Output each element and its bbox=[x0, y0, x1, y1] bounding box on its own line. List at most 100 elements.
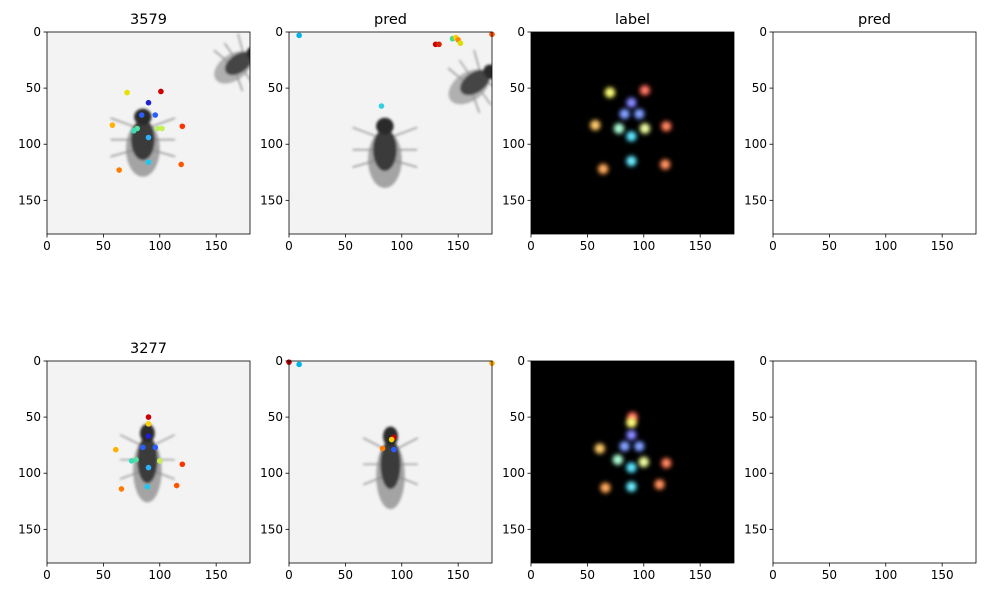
keypoint-marker bbox=[146, 100, 152, 106]
x-tick-label: 50 bbox=[338, 568, 353, 582]
y-tick-label: 150 bbox=[502, 522, 525, 536]
y-tick-label: 0 bbox=[33, 25, 41, 39]
y-tick-label: 100 bbox=[18, 137, 41, 151]
x-tick-label: 150 bbox=[689, 568, 712, 582]
keypoint-marker bbox=[152, 112, 158, 118]
fly-body bbox=[131, 119, 154, 160]
y-tick-label: 0 bbox=[275, 354, 283, 368]
y-tick-label: 0 bbox=[759, 25, 767, 39]
keypoint-marker bbox=[124, 90, 130, 96]
subplot-2: 0 50 100 150050100150pred bbox=[260, 12, 511, 253]
plot-background bbox=[773, 32, 976, 234]
keypoint-marker bbox=[180, 461, 186, 467]
keypoint-marker bbox=[458, 40, 464, 46]
fly-body bbox=[373, 129, 396, 171]
keypoint-marker bbox=[146, 414, 152, 420]
fly-body bbox=[137, 436, 157, 483]
keypoint-marker bbox=[146, 135, 152, 141]
keypoint-marker bbox=[296, 33, 302, 39]
y-tick-label: 50 bbox=[752, 81, 767, 95]
heatmap-blob-core bbox=[629, 134, 633, 138]
y-tick-label: 100 bbox=[744, 137, 767, 151]
keypoint-marker bbox=[436, 42, 442, 48]
keypoint-marker bbox=[379, 103, 385, 109]
keypoint-marker bbox=[152, 445, 158, 451]
subplot-8: 0 50 100 150050100150 bbox=[744, 354, 976, 582]
x-tick-label: 50 bbox=[822, 568, 837, 582]
x-tick-label: 0 bbox=[43, 239, 51, 253]
y-tick-label: 150 bbox=[744, 522, 767, 536]
keypoint-marker bbox=[146, 159, 152, 165]
heatmap-blob-core bbox=[598, 446, 602, 450]
y-tick-label: 50 bbox=[752, 410, 767, 424]
keypoint-marker bbox=[119, 486, 125, 492]
y-tick-label: 100 bbox=[502, 137, 525, 151]
keypoint-marker bbox=[116, 167, 122, 173]
subplot-title: pred bbox=[858, 12, 891, 28]
y-tick-label: 0 bbox=[759, 354, 767, 368]
keypoint-marker bbox=[145, 484, 151, 490]
y-tick-label: 150 bbox=[502, 193, 525, 207]
x-tick-label: 150 bbox=[931, 568, 954, 582]
heatmap-blob-core bbox=[637, 444, 641, 448]
y-tick-label: 100 bbox=[260, 137, 283, 151]
x-tick-label: 50 bbox=[580, 568, 595, 582]
heatmap-blob-core bbox=[664, 461, 668, 465]
keypoint-marker bbox=[391, 447, 397, 453]
x-tick-label: 50 bbox=[580, 239, 595, 253]
x-tick-label: 0 bbox=[527, 239, 535, 253]
heatmap-blob-core bbox=[617, 126, 621, 130]
y-tick-label: 150 bbox=[18, 522, 41, 536]
heatmap-blob-core bbox=[664, 124, 668, 128]
heatmap-blob-core bbox=[622, 444, 626, 448]
y-tick-label: 150 bbox=[18, 193, 41, 207]
y-tick-label: 50 bbox=[26, 81, 41, 95]
subplot-5: 0 50 100 150 0 50 100 150 3277 bbox=[18, 341, 250, 582]
heatmap-blob-core bbox=[643, 88, 647, 92]
y-tick-label: 100 bbox=[744, 466, 767, 480]
heatmap-blob-core bbox=[622, 112, 626, 116]
subplot-title: label bbox=[615, 12, 650, 28]
y-tick-label: 150 bbox=[260, 522, 283, 536]
x-tick-label: 100 bbox=[390, 239, 413, 253]
x-tick-label: 150 bbox=[205, 239, 228, 253]
heatmap-blob-core bbox=[629, 465, 633, 469]
y-tick-label: 50 bbox=[268, 81, 283, 95]
x-tick-label: 150 bbox=[447, 568, 470, 582]
subplot-title: pred bbox=[374, 12, 407, 28]
heatmap-blob-core bbox=[629, 101, 633, 105]
keypoint-marker bbox=[113, 447, 119, 453]
x-tick-label: 150 bbox=[205, 568, 228, 582]
plot-background bbox=[773, 361, 976, 563]
subplot-title: 3579 bbox=[130, 12, 167, 28]
y-tick-label: 100 bbox=[260, 466, 283, 480]
subplot-4: 0 50 100 150 0 50 100 150 pred bbox=[744, 12, 976, 253]
x-tick-label: 50 bbox=[96, 239, 111, 253]
keypoint-marker bbox=[380, 446, 386, 452]
y-tick-label: 150 bbox=[744, 193, 767, 207]
keypoint-marker bbox=[389, 437, 395, 443]
y-tick-label: 0 bbox=[517, 354, 525, 368]
keypoint-marker bbox=[129, 458, 135, 464]
fly-head bbox=[376, 118, 394, 135]
heatmap-blob-core bbox=[642, 460, 646, 464]
y-tick-label: 50 bbox=[510, 81, 525, 95]
x-tick-label: 50 bbox=[338, 239, 353, 253]
fly-head bbox=[140, 424, 155, 443]
subplot-7: 0 50 100 150 0 50 100 150 bbox=[502, 354, 734, 582]
x-tick-label: 0 bbox=[43, 568, 51, 582]
keypoint-marker bbox=[146, 433, 152, 439]
x-tick-label: 100 bbox=[148, 568, 171, 582]
keypoint-marker bbox=[180, 123, 186, 129]
keypoint-marker bbox=[139, 112, 145, 118]
subplot-6: 0 50 100 150 0 50 100 150 bbox=[260, 354, 495, 582]
y-tick-label: 50 bbox=[26, 410, 41, 424]
plot-background bbox=[531, 361, 734, 563]
x-tick-label: 0 bbox=[285, 239, 293, 253]
x-tick-label: 150 bbox=[931, 239, 954, 253]
keypoint-marker bbox=[146, 421, 152, 427]
keypoint-marker bbox=[131, 128, 137, 134]
x-tick-label: 0 bbox=[769, 239, 777, 253]
